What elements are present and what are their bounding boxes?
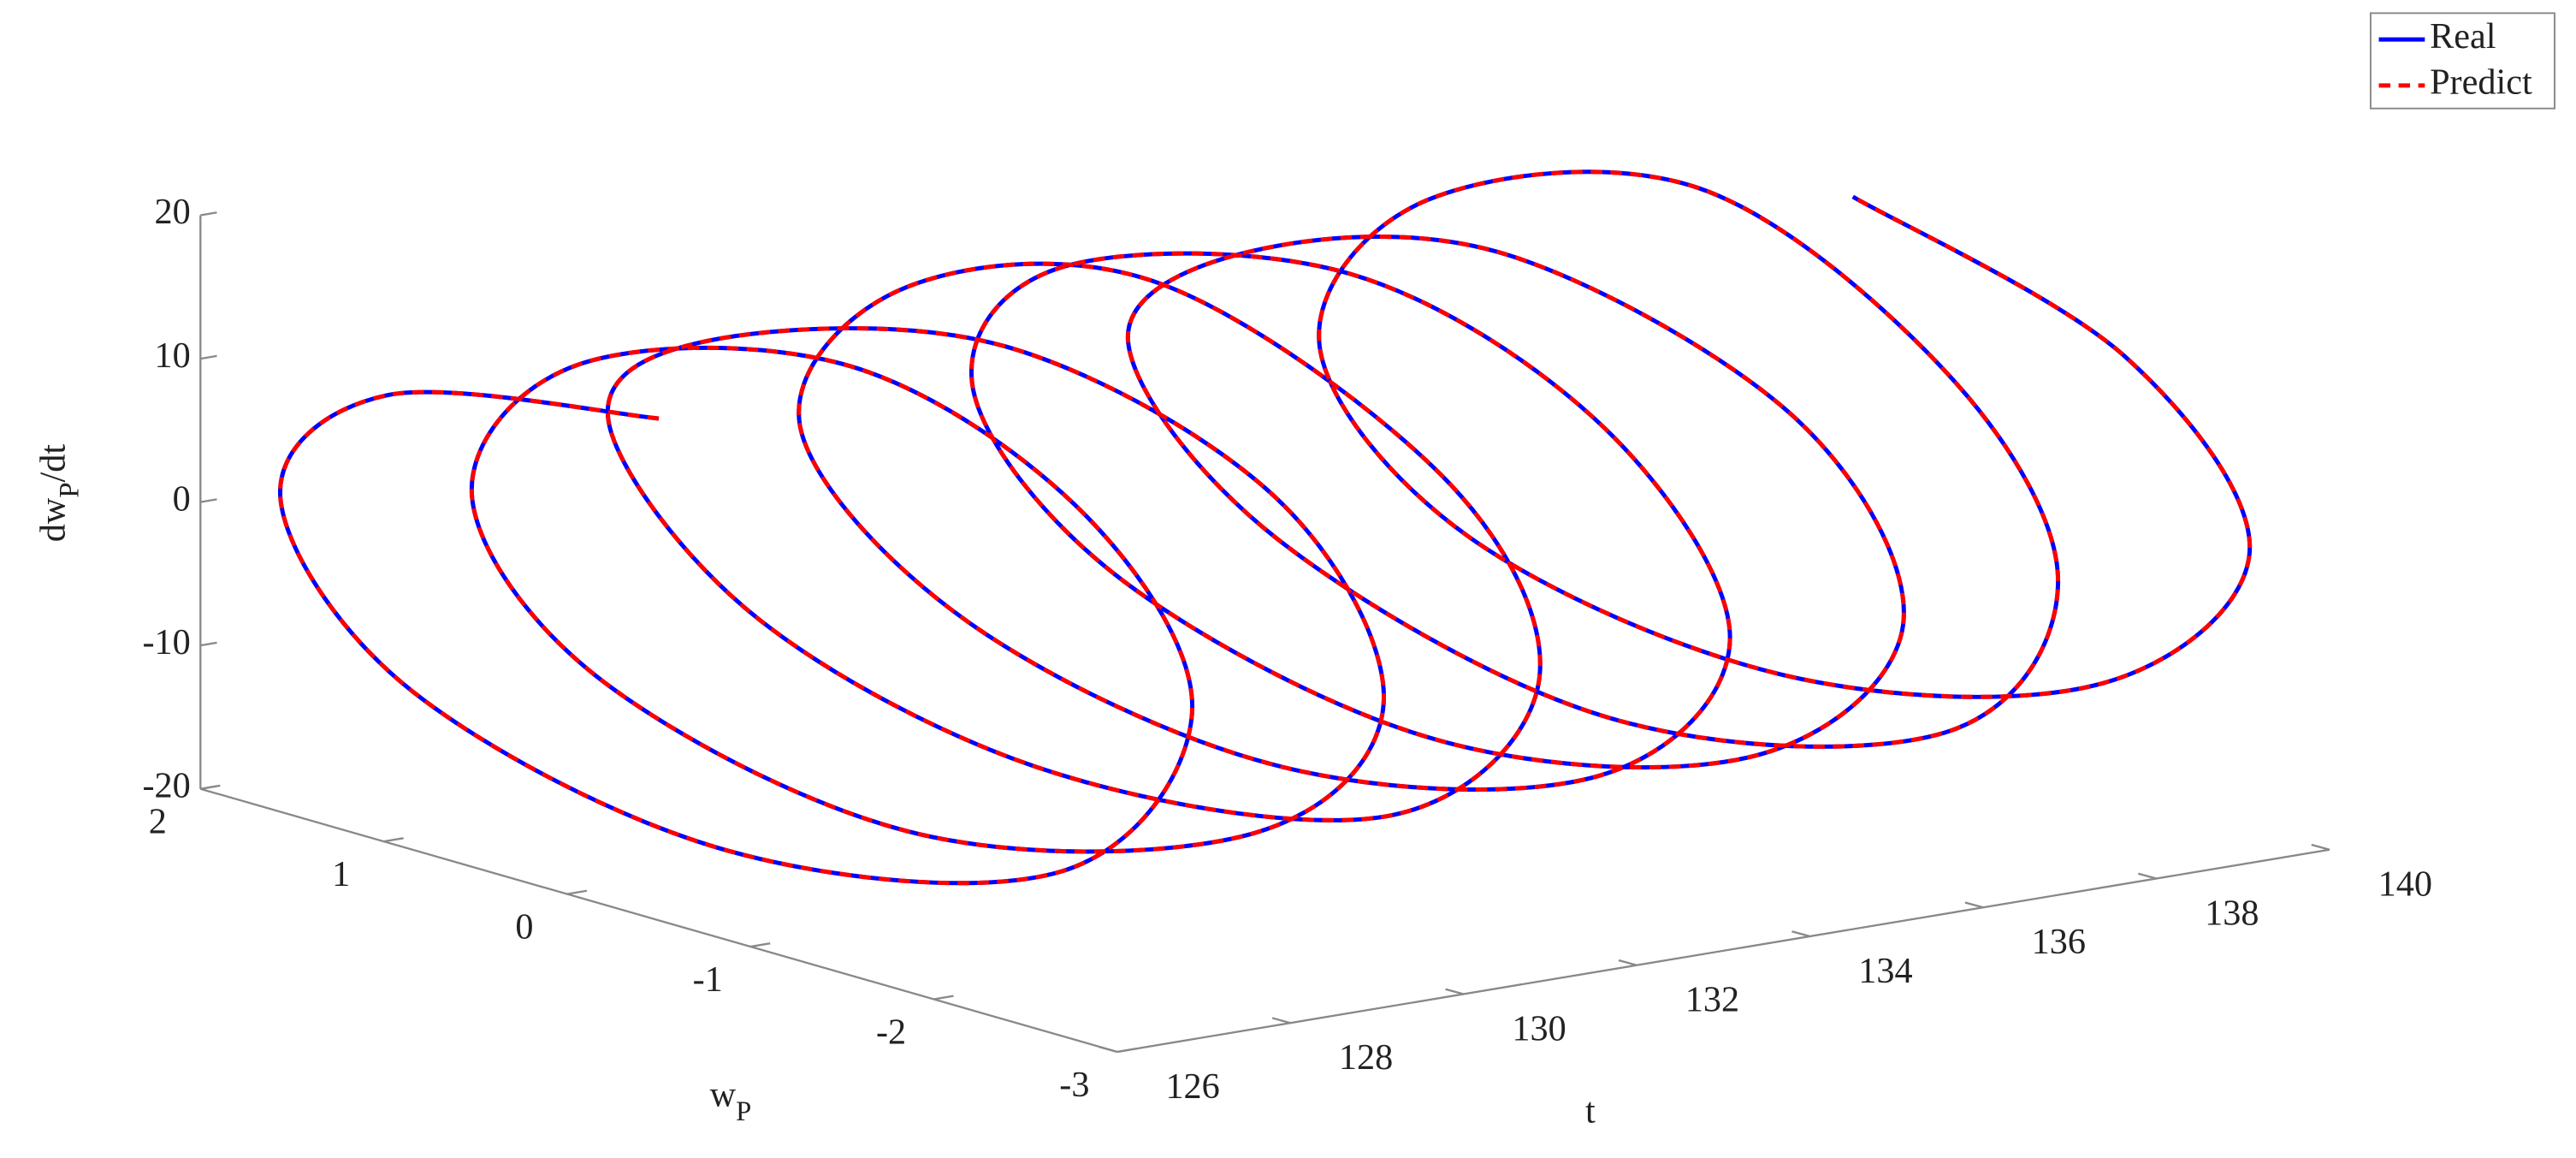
x-tick-label: 128 [1339,1037,1393,1078]
y-tick-label: -2 [876,1012,906,1052]
z-tick [200,498,217,503]
x-tick [1618,959,1637,966]
z-tick [200,354,217,360]
x-axis-label: t [1585,1091,1596,1131]
x-tick-label: 132 [1685,980,1739,1020]
y-tick-label: 1 [332,854,350,894]
z-tick [200,641,217,647]
x-tick [1964,901,1984,909]
y-tick-label: -1 [693,959,723,1000]
z-tick-label: 10 [155,336,191,376]
x-tick [2311,843,2330,851]
legend-label: Predict [2430,62,2532,103]
z-axis-label: dwP/dt [33,444,86,543]
y-tick [200,784,221,790]
y-tick [566,889,588,895]
z-label-base: dw [33,497,73,542]
y-label-base: w [710,1074,737,1114]
y-tick-label: 0 [515,907,533,947]
x-tick-label: 138 [2205,893,2259,933]
x-tick [1445,988,1464,995]
x-axis [1116,848,2330,1054]
legend-box [2369,12,2555,110]
x-tick [2138,872,2157,880]
x-tick [1791,930,1810,938]
x-tick-label: 130 [1512,1008,1566,1048]
y-tick-label: 2 [149,802,167,842]
z-tick-label: -10 [142,622,190,662]
z-label-sub: P [55,482,86,497]
y-tick [383,837,404,843]
x-tick-label: 136 [2032,922,2086,962]
legend-label: Real [2430,16,2496,56]
x-tick-label: 134 [1858,951,1912,991]
y-tick [750,942,771,948]
x-tick-label: 126 [1165,1066,1219,1107]
y-axis-label: wP [710,1074,752,1127]
z-tick-label: -20 [142,765,190,805]
y-tick-label: -3 [1059,1065,1089,1105]
legend: Real Predict [2369,12,2555,110]
y-label-sub: P [736,1096,751,1127]
trajectory-line [278,169,2253,886]
x-tick [1271,1017,1291,1024]
z-tick [200,211,217,217]
trajectory-line [278,169,2253,886]
x-tick [1099,1046,1118,1054]
z-tick-label: 0 [173,478,191,519]
y-tick [1116,1047,1138,1054]
z-label-rest: /dt [33,444,73,483]
y-axis [199,787,1118,1054]
z-tick-label: 20 [155,192,191,232]
y-tick [933,995,954,1001]
x-tick-label: 140 [2378,864,2432,905]
